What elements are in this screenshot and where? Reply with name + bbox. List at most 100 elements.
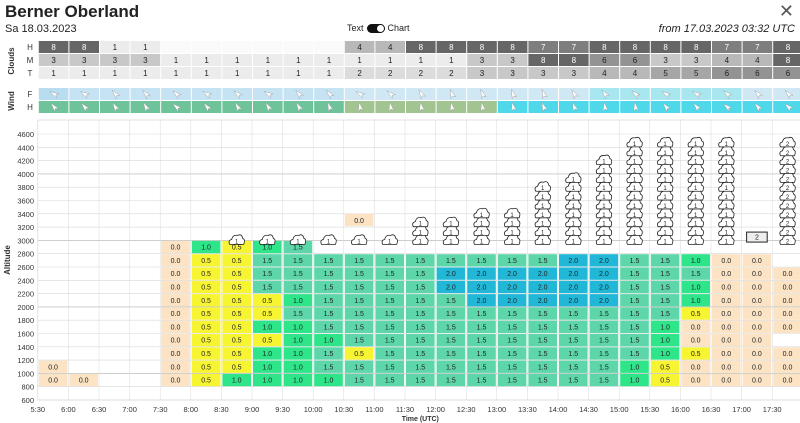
cloud-cell xyxy=(742,67,773,79)
cloud-level: 1 xyxy=(694,231,698,237)
thermal-cell xyxy=(283,280,313,294)
cloud-cell xyxy=(283,67,314,79)
cloud-level: 1 xyxy=(663,160,667,166)
cloud-level: 1 xyxy=(602,177,606,183)
thermal-value: 1.0 xyxy=(293,324,303,331)
y-axis-title: Altitude xyxy=(3,245,12,275)
cloud-level: 2 xyxy=(786,177,790,183)
cloud-icon: 1 xyxy=(442,216,460,228)
close-icon[interactable]: ✕ xyxy=(778,1,794,21)
thermal-value: 1.5 xyxy=(415,338,425,345)
thermal-cell xyxy=(497,280,527,294)
thermal-value: 1.5 xyxy=(324,364,334,371)
cloud-cell xyxy=(38,41,69,53)
thermal-cell xyxy=(559,320,588,333)
thermal-cell xyxy=(742,334,772,347)
cloud-shape xyxy=(565,172,582,183)
thermal-value: 1.0 xyxy=(324,378,334,385)
thermal-cell xyxy=(161,360,190,373)
cloud-level: 1 xyxy=(541,231,545,237)
wind-arrow-icon xyxy=(541,88,548,100)
x-axis-title: Time (UTC) xyxy=(402,416,439,423)
thermal-value: 0.0 xyxy=(171,351,181,358)
cloud-cell xyxy=(681,67,711,79)
cloud-icon: 1 xyxy=(626,136,643,148)
thermal-cell xyxy=(375,294,404,307)
cloud-value: 3 xyxy=(663,56,668,65)
thermal-value: 0.0 xyxy=(752,324,762,331)
x-tick-label: 12:30 xyxy=(457,405,476,414)
thermal-value: 0.0 xyxy=(171,338,181,345)
thermal-value: 1.0 xyxy=(262,378,272,385)
thermal-cell xyxy=(283,334,313,347)
wind-arrow-icon xyxy=(602,101,609,112)
cloud-row-label: M xyxy=(27,56,34,65)
wind-arrow-icon xyxy=(572,101,579,113)
x-tick-label: 6:00 xyxy=(61,405,76,414)
thermal-value: 1.5 xyxy=(324,324,334,331)
cloud-value: 8 xyxy=(51,43,56,52)
cloud-value: 1 xyxy=(296,56,301,65)
thermal-cell xyxy=(497,267,527,280)
x-tick-label: 17:00 xyxy=(732,405,751,414)
cloud-shape xyxy=(259,234,276,245)
cloud-shape xyxy=(228,234,245,245)
thermal-cell xyxy=(222,280,251,294)
cloud-level: 2 xyxy=(786,160,790,166)
view-toggle[interactable]: Text Chart xyxy=(347,23,410,34)
thermal-value: 0.0 xyxy=(783,298,793,305)
thermal-value: 2.0 xyxy=(599,271,609,278)
y-tick-label: 2200 xyxy=(17,290,34,299)
thermal-value: 0.0 xyxy=(752,338,762,345)
thermal-value: 1.5 xyxy=(324,258,334,265)
cloud-level: 1 xyxy=(663,186,667,192)
cloud-cell xyxy=(406,54,436,66)
thermal-value: 1.0 xyxy=(691,258,701,265)
thermal-value: 1.5 xyxy=(507,324,517,331)
cloud-cell xyxy=(130,67,161,79)
thermal-cell xyxy=(497,334,527,347)
thermal-cell xyxy=(436,294,466,307)
cloud-icon: 1 xyxy=(259,234,276,245)
cloud-level: 1 xyxy=(602,186,606,192)
cloud-level: 1 xyxy=(602,160,606,166)
cloud-value: 8 xyxy=(786,56,791,65)
thermal-cell xyxy=(344,267,374,280)
thermal-value: 1.5 xyxy=(446,338,456,345)
thermal-value: 1.5 xyxy=(538,324,548,331)
thermal-value: 1.5 xyxy=(385,338,395,345)
thermal-value: 0.0 xyxy=(171,284,181,291)
cloud-level: 1 xyxy=(633,151,637,157)
thermal-cell xyxy=(191,373,221,387)
x-tick-label: 12:00 xyxy=(426,405,445,414)
thermal-cell xyxy=(253,267,282,280)
thermal-cell xyxy=(742,320,772,333)
cloud-icon: 1 xyxy=(534,181,551,192)
cloud-level: 1 xyxy=(633,204,637,210)
thermal-value: 0.5 xyxy=(201,351,211,358)
cloud-cell xyxy=(681,54,711,66)
thermal-value: 1.5 xyxy=(262,258,272,265)
cloud-value: 1 xyxy=(266,56,271,65)
toggle-switch[interactable] xyxy=(366,24,385,34)
thermal-cell xyxy=(406,280,435,294)
thermal-cell xyxy=(681,320,710,333)
cloud-value: 8 xyxy=(82,43,87,52)
thermal-value: 1.5 xyxy=(446,311,456,318)
thermal-value: 1.5 xyxy=(385,271,395,278)
thermal-cell xyxy=(589,280,619,294)
thermal-cell xyxy=(344,294,374,307)
thermal-value: 0.0 xyxy=(752,364,762,371)
x-tick-label: 16:30 xyxy=(702,405,721,414)
thermal-cell xyxy=(559,373,588,387)
cloud-cell xyxy=(130,41,161,53)
cloud-value: 2 xyxy=(388,69,393,78)
thermal-value: 1.5 xyxy=(630,284,640,291)
thermal-cell xyxy=(681,360,710,373)
thermal-cell xyxy=(620,334,649,347)
thermal-value: 0.5 xyxy=(201,284,211,291)
thermal-value: 1.5 xyxy=(691,271,701,278)
thermal-cell xyxy=(497,320,527,333)
cloud-cell xyxy=(620,54,650,66)
